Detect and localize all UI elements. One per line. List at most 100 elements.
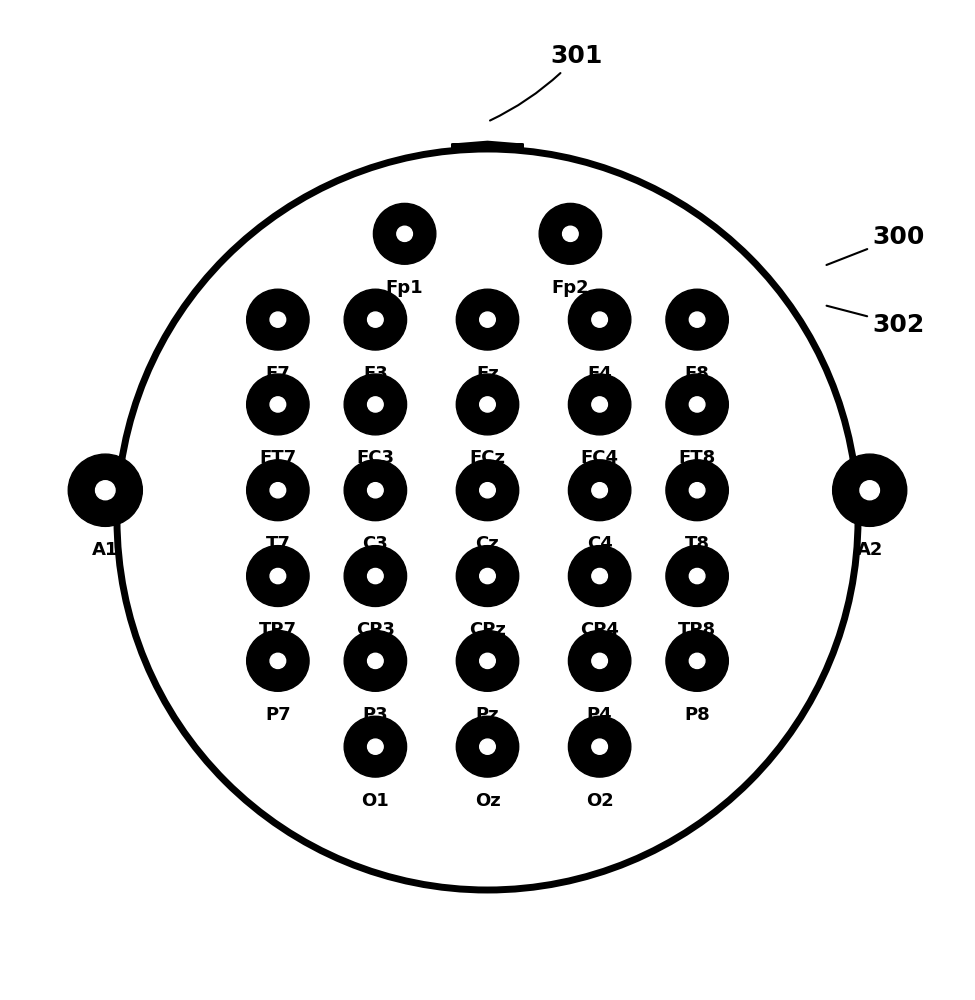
Ellipse shape (270, 483, 286, 498)
Ellipse shape (568, 460, 631, 521)
Text: Fp1: Fp1 (386, 279, 423, 297)
Text: 300: 300 (827, 225, 925, 265)
Ellipse shape (480, 653, 495, 668)
Text: 301: 301 (490, 44, 604, 121)
Circle shape (117, 149, 858, 890)
Text: A2: A2 (856, 541, 883, 559)
Ellipse shape (456, 630, 519, 691)
Ellipse shape (689, 483, 705, 498)
Ellipse shape (368, 312, 383, 327)
Text: CP3: CP3 (356, 621, 395, 639)
Ellipse shape (563, 226, 578, 241)
Ellipse shape (368, 397, 383, 412)
Ellipse shape (666, 546, 728, 606)
Ellipse shape (480, 739, 495, 754)
Ellipse shape (456, 289, 519, 350)
Ellipse shape (689, 568, 705, 584)
Ellipse shape (539, 203, 602, 264)
Ellipse shape (368, 483, 383, 498)
Ellipse shape (689, 397, 705, 412)
Ellipse shape (270, 568, 286, 584)
Ellipse shape (456, 546, 519, 606)
Ellipse shape (568, 716, 631, 777)
Ellipse shape (592, 568, 607, 584)
Text: T8: T8 (684, 535, 710, 553)
Text: FT8: FT8 (679, 449, 716, 467)
Text: F7: F7 (265, 365, 291, 383)
Ellipse shape (568, 289, 631, 350)
Ellipse shape (270, 653, 286, 668)
Text: P8: P8 (684, 706, 710, 724)
Ellipse shape (689, 312, 705, 327)
Text: F4: F4 (587, 365, 612, 383)
Ellipse shape (344, 546, 407, 606)
Ellipse shape (568, 630, 631, 691)
Text: FT7: FT7 (259, 449, 296, 467)
Text: Oz: Oz (475, 792, 500, 810)
Text: TP8: TP8 (678, 621, 717, 639)
Text: P3: P3 (363, 706, 388, 724)
Ellipse shape (270, 312, 286, 327)
Ellipse shape (68, 454, 142, 526)
Text: A1: A1 (92, 541, 119, 559)
Ellipse shape (592, 397, 607, 412)
Ellipse shape (344, 460, 407, 521)
Ellipse shape (247, 630, 309, 691)
Text: F8: F8 (684, 365, 710, 383)
Ellipse shape (270, 397, 286, 412)
Ellipse shape (96, 481, 115, 500)
Text: FC3: FC3 (357, 449, 394, 467)
Text: FCz: FCz (470, 449, 505, 467)
Ellipse shape (568, 374, 631, 435)
Text: T7: T7 (265, 535, 291, 553)
Ellipse shape (373, 203, 436, 264)
Ellipse shape (666, 460, 728, 521)
Text: CP4: CP4 (580, 621, 619, 639)
Ellipse shape (368, 568, 383, 584)
Text: CPz: CPz (469, 621, 506, 639)
Ellipse shape (480, 397, 495, 412)
Text: TP7: TP7 (259, 621, 296, 639)
Text: FC4: FC4 (581, 449, 618, 467)
Ellipse shape (666, 374, 728, 435)
Ellipse shape (344, 374, 407, 435)
Text: 302: 302 (827, 306, 925, 336)
Ellipse shape (592, 739, 607, 754)
Text: C3: C3 (363, 535, 388, 553)
Text: Cz: Cz (476, 535, 499, 553)
Ellipse shape (456, 716, 519, 777)
Ellipse shape (480, 568, 495, 584)
Ellipse shape (833, 454, 907, 526)
Text: F3: F3 (363, 365, 388, 383)
Ellipse shape (397, 226, 412, 241)
Text: O2: O2 (586, 792, 613, 810)
Ellipse shape (456, 460, 519, 521)
Text: Pz: Pz (476, 706, 499, 724)
Ellipse shape (344, 289, 407, 350)
Ellipse shape (568, 546, 631, 606)
Text: P7: P7 (265, 706, 291, 724)
Text: Fp2: Fp2 (552, 279, 589, 297)
Ellipse shape (344, 716, 407, 777)
Ellipse shape (368, 653, 383, 668)
Ellipse shape (247, 289, 309, 350)
Ellipse shape (368, 739, 383, 754)
Text: Fz: Fz (476, 365, 499, 383)
Ellipse shape (592, 483, 607, 498)
Ellipse shape (860, 481, 879, 500)
Ellipse shape (247, 460, 309, 521)
Polygon shape (451, 144, 524, 147)
Ellipse shape (480, 483, 495, 498)
Ellipse shape (592, 653, 607, 668)
Ellipse shape (247, 374, 309, 435)
Ellipse shape (247, 546, 309, 606)
Ellipse shape (344, 630, 407, 691)
Ellipse shape (666, 289, 728, 350)
Ellipse shape (480, 312, 495, 327)
Text: P4: P4 (587, 706, 612, 724)
Ellipse shape (592, 312, 607, 327)
Ellipse shape (666, 630, 728, 691)
Ellipse shape (456, 374, 519, 435)
Text: O1: O1 (362, 792, 389, 810)
Text: C4: C4 (587, 535, 612, 553)
